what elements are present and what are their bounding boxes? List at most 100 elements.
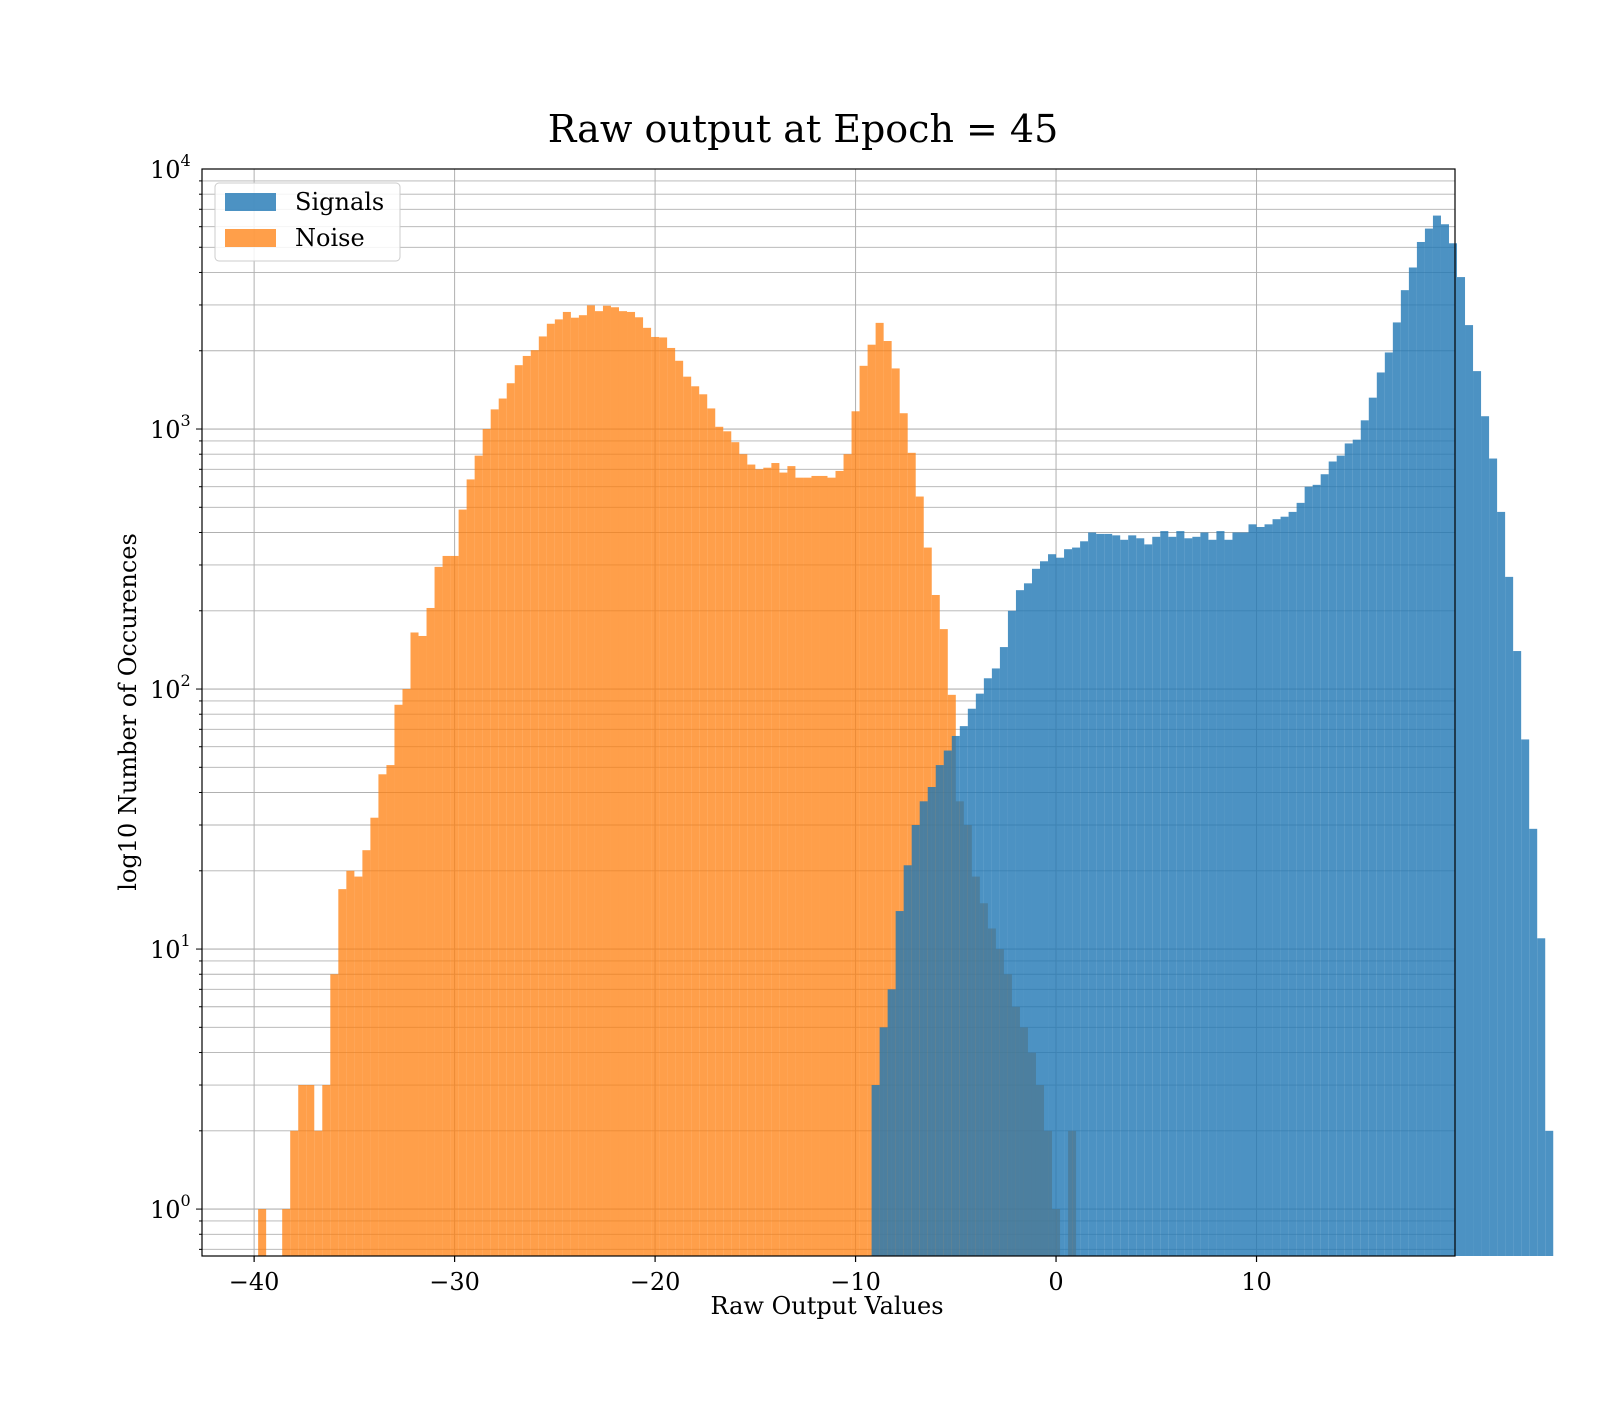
bar-noise (426, 607, 435, 1256)
bar-noise (378, 774, 387, 1256)
bar-noise (410, 632, 419, 1256)
bar-signals (1248, 524, 1257, 1256)
bar-signals (1256, 526, 1265, 1256)
bar-noise (346, 870, 355, 1256)
bar-noise (803, 477, 812, 1256)
bar-signals (1448, 243, 1458, 1256)
bar-signals (1424, 228, 1433, 1256)
bar-noise (795, 477, 804, 1256)
bar-signals (1296, 502, 1305, 1256)
bar-noise (699, 394, 708, 1256)
bar-noise (522, 355, 531, 1257)
bar-noise (602, 305, 611, 1257)
bar-noise (715, 426, 724, 1256)
bar-noise (899, 413, 908, 1257)
bar-signals (1160, 531, 1169, 1256)
bar-signals (1505, 576, 1514, 1256)
bar-signals (1232, 532, 1241, 1256)
bar-noise (298, 1085, 307, 1256)
bar-noise (739, 454, 748, 1256)
bar-noise (330, 974, 339, 1256)
bar-signals (1392, 322, 1401, 1256)
bar-signals (1384, 352, 1393, 1256)
bar-signals (1088, 532, 1097, 1256)
bar-noise (883, 341, 892, 1257)
bar-noise (394, 704, 403, 1256)
bar-noise (570, 317, 579, 1256)
bar-noise (610, 307, 619, 1256)
bar-signals (1529, 828, 1538, 1256)
y-axis-label: log10 Number of Occurences (114, 533, 142, 891)
bar-signals (1352, 439, 1361, 1256)
bar-signals (1216, 531, 1225, 1256)
bar-noise (562, 311, 571, 1257)
bar-noise (546, 323, 555, 1256)
bar-noise (851, 411, 860, 1257)
y-tick-label: 103 (150, 411, 191, 444)
bar-signals (1489, 458, 1498, 1257)
bar-noise (643, 327, 652, 1256)
series-signals (871, 215, 1554, 1257)
bar-signals (1007, 610, 1016, 1256)
bar-signals (1128, 535, 1137, 1256)
chart-title: Raw output at Epoch = 45 (548, 107, 1059, 151)
bar-signals (879, 1027, 888, 1256)
bar-noise (875, 322, 884, 1256)
bar-signals (975, 693, 984, 1256)
bar-noise (290, 1130, 299, 1256)
bar-noise (659, 337, 668, 1256)
bar-noise (827, 477, 836, 1256)
x-tick-label: −30 (429, 1268, 480, 1296)
bar-noise (306, 1085, 315, 1256)
x-tick-label: −20 (630, 1268, 681, 1296)
bar-signals (1120, 539, 1129, 1256)
bar-noise (763, 467, 772, 1256)
bar-noise (819, 475, 828, 1257)
bar-noise (723, 431, 732, 1256)
bar-signals (1344, 443, 1353, 1256)
y-tick-label: 104 (150, 151, 191, 184)
x-axis: −40 −30 −20 −10 0 10 (229, 1256, 1272, 1296)
bar-noise (675, 360, 684, 1256)
bar-signals (1080, 541, 1089, 1256)
bar-signals (1031, 568, 1041, 1256)
bar-signals (1168, 536, 1177, 1256)
y-axis: 100 101 102 103 104 (150, 151, 202, 1250)
bar-signals (1473, 371, 1482, 1256)
bar-noise (314, 1130, 323, 1256)
bar-signals (1545, 1130, 1554, 1256)
bar-noise (338, 889, 347, 1256)
bar-signals (967, 708, 976, 1256)
y-tick-label: 101 (150, 931, 191, 964)
bar-signals (1224, 539, 1233, 1256)
bar-signals (1416, 241, 1425, 1256)
bar-signals (1056, 557, 1065, 1256)
bar-signals (1184, 538, 1193, 1256)
y-tick-label: 100 (150, 1191, 191, 1224)
bar-signals (1136, 538, 1145, 1256)
bar-signals (1465, 325, 1474, 1256)
bar-noise (498, 398, 507, 1257)
bar-noise (747, 464, 756, 1256)
bar-noise (322, 1085, 331, 1256)
bar-signals (1400, 290, 1409, 1256)
bar-signals (991, 668, 1000, 1256)
bar-signals (927, 787, 936, 1256)
bar-signals (1023, 583, 1032, 1256)
bar-noise (554, 319, 563, 1256)
bar-signals (1288, 511, 1297, 1256)
bar-signals (1176, 531, 1185, 1256)
bar-signals (1096, 533, 1105, 1256)
bar-noise (683, 376, 692, 1256)
bar-signals (1048, 554, 1057, 1256)
bar-noise (811, 475, 820, 1257)
bar-signals (871, 1085, 880, 1256)
bar-noise (538, 336, 547, 1257)
bar-noise (434, 566, 443, 1256)
bar-noise (618, 311, 628, 1256)
bars-layer (258, 215, 1554, 1257)
bar-signals (951, 735, 960, 1256)
bar-noise (667, 347, 676, 1256)
plot-area-frame (201, 168, 1456, 1257)
